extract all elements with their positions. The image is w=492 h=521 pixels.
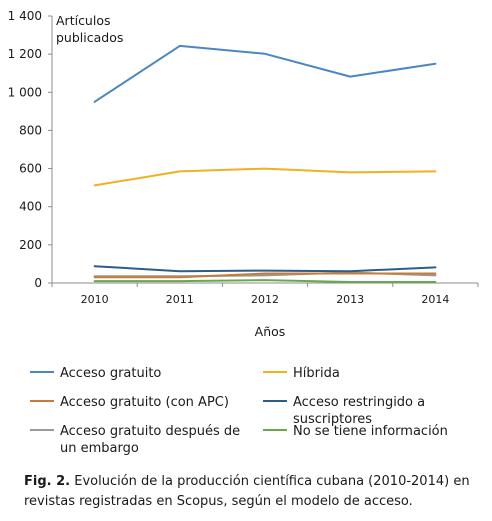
- x-tick-label: 2010: [81, 293, 109, 306]
- x-tick-label: 2012: [251, 293, 279, 306]
- y-tick-label: 800: [19, 123, 42, 137]
- line-chart: 0 200 400 600 800 1 000 1 200 1 400 2010 2011 2012…: [8, 9, 479, 456]
- y-tick-label: 1 200: [8, 47, 42, 61]
- series-line-h-brida: [93, 167, 437, 187]
- y-tick-label: 200: [19, 238, 42, 252]
- y-tick-label: 400: [19, 200, 42, 214]
- caption-label: Fig. 2.: [24, 474, 71, 489]
- legend-label: un embargo: [60, 441, 139, 456]
- series-line-acceso-gratuito: [93, 44, 437, 103]
- legend-label: Acceso gratuito: [60, 366, 161, 381]
- y-tick-label: 0: [34, 276, 42, 290]
- series-line-no-se-tiene-informaci-n: [93, 279, 437, 283]
- series-line-acceso-restringido-a-suscriptores: [93, 265, 437, 273]
- y-axis-title-line2: publicados: [56, 30, 123, 45]
- x-axis-title: Años: [255, 324, 286, 339]
- y-tick-label: 600: [19, 162, 42, 176]
- legend-label: Acceso gratuito (con APC): [60, 395, 229, 410]
- x-tick-label: 2011: [166, 293, 194, 306]
- y-tick-label: 1 400: [8, 9, 42, 23]
- y-tick-label: 1 000: [8, 85, 42, 99]
- legend-label: Híbrida: [293, 366, 340, 381]
- figure-caption: Fig. 2. Evolución de la producción cient…: [24, 472, 474, 512]
- caption-text: Evolución de la producción científica cu…: [24, 474, 470, 509]
- x-tick-label: 2014: [421, 293, 449, 306]
- y-axis-title: Artículos: [56, 13, 111, 28]
- x-tick-label: 2013: [336, 293, 364, 306]
- legend-label: No se tiene información: [293, 424, 448, 439]
- legend-label: Acceso restringido a: [293, 395, 425, 410]
- series-line-acceso-gratuito-con-apc-: [93, 272, 437, 279]
- legend-label: suscriptores: [293, 412, 372, 427]
- legend-label: Acceso gratuito después de: [60, 424, 240, 439]
